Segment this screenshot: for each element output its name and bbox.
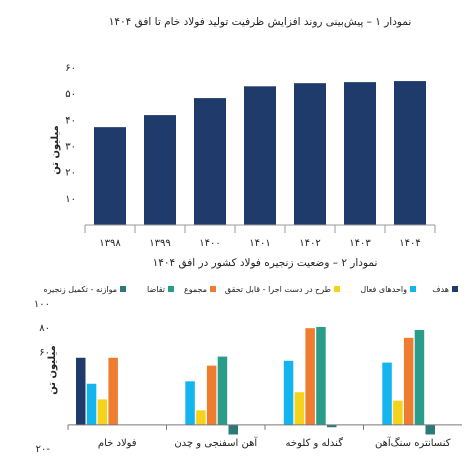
x-tick-label: ۱۴۰۲ (299, 238, 320, 249)
y-tick-label: ۱۰۰ (34, 299, 50, 310)
bar (97, 399, 108, 425)
x-tick-label: ۱۴۰۰ (199, 238, 220, 249)
bar (294, 392, 305, 425)
bar (327, 424, 337, 428)
bar (305, 328, 315, 425)
x-tick-label: ۱۴۰۴ (399, 238, 420, 249)
y-axis-label: میلیون تن (47, 345, 58, 394)
bar (196, 410, 206, 425)
legend-swatch (452, 286, 458, 292)
bar (393, 400, 403, 425)
bar (194, 98, 226, 225)
y-tick-label: ۱۰ (65, 194, 76, 205)
legend-swatch (410, 286, 416, 292)
y-tick-label: ۲۰- (36, 444, 51, 455)
legend-label: مجموع (184, 285, 207, 294)
bar (228, 424, 238, 435)
bar (316, 326, 326, 425)
y-tick-label: ۶۰ (65, 63, 76, 74)
legend-swatch (210, 286, 216, 292)
y-tick-label: ۲۰ (65, 168, 76, 179)
chart-title: نمودار ۱ – پیش‌بینی روند افزایش ظرفیت تو… (109, 16, 412, 28)
bar (94, 127, 126, 225)
x-tick-label: کنسانتره سنگ‌آهن (375, 436, 451, 449)
bar (425, 424, 435, 435)
legend-swatch (168, 286, 174, 292)
legend-swatch (334, 286, 340, 292)
x-tick-label: گندله و کلوخه (286, 437, 344, 449)
legend-swatch (120, 286, 126, 292)
legend-label: موازنه - تکمیل زنجیره (43, 285, 117, 294)
legend-label: واحدهای فعال (360, 285, 407, 294)
bar (382, 362, 392, 425)
bar (414, 329, 425, 425)
y-tick-label: ۶۰ (39, 347, 50, 358)
bar (108, 357, 118, 425)
x-tick-label: ۱۳۹۹ (149, 238, 170, 249)
bar (394, 81, 426, 225)
bar (86, 383, 97, 425)
bar (206, 365, 217, 425)
bar (76, 357, 86, 425)
x-tick-label: ۱۳۹۸ (99, 238, 121, 249)
bar (403, 337, 414, 425)
bar (217, 356, 228, 425)
x-tick-label: ۱۴۰۱ (249, 238, 270, 249)
y-axis-label: میلیون تن (50, 125, 61, 174)
bar (344, 82, 376, 225)
bar (283, 360, 294, 425)
bar (185, 381, 195, 425)
x-tick-label: ۱۴۰۳ (349, 238, 371, 249)
x-tick-label: فولاد خام (98, 438, 137, 449)
legend-label: هدف (432, 285, 449, 294)
y-tick-label: ۳۰ (65, 142, 76, 153)
x-tick-label: آهن اسفنجی و چدن (174, 436, 258, 449)
bar (244, 86, 276, 225)
chart-title: نمودار ۲ – وضعیت زنجیره فولاد کشور در اف… (153, 257, 378, 269)
y-tick-label: ۵۰ (65, 89, 76, 100)
y-tick-label: ۸۰ (39, 323, 50, 334)
y-tick-label: ۴۰ (65, 115, 76, 126)
bar (144, 115, 176, 225)
legend-label: تقاضا (147, 285, 165, 294)
legend-label: طرح در دست اجرا - قابل تحقق (225, 285, 331, 294)
bar (294, 83, 326, 225)
